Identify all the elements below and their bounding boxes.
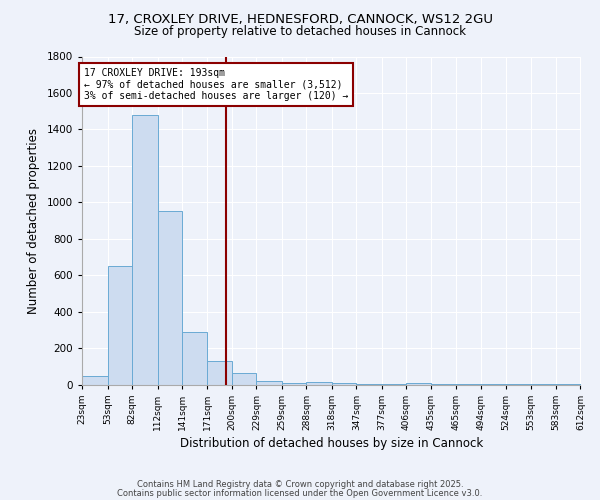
Bar (182, 332, 208, 384)
Bar (82, 376, 107, 384)
Bar (208, 361, 232, 384)
Text: 17 CROXLEY DRIVE: 193sqm
← 97% of detached houses are smaller (3,512)
3% of semi: 17 CROXLEY DRIVE: 193sqm ← 97% of detach… (84, 68, 348, 101)
Bar (307, 382, 332, 384)
Bar (158, 212, 182, 384)
Bar (256, 380, 282, 384)
Text: Contains public sector information licensed under the Open Government Licence v3: Contains public sector information licen… (118, 488, 482, 498)
Bar (132, 115, 158, 384)
X-axis label: Distribution of detached houses by size in Cannock: Distribution of detached houses by size … (180, 437, 483, 450)
Bar (282, 383, 307, 384)
Text: Size of property relative to detached houses in Cannock: Size of property relative to detached ho… (134, 25, 466, 38)
Bar (232, 373, 256, 384)
Bar (406, 383, 431, 384)
Text: 17, CROXLEY DRIVE, HEDNESFORD, CANNOCK, WS12 2GU: 17, CROXLEY DRIVE, HEDNESFORD, CANNOCK, … (107, 12, 493, 26)
Text: Contains HM Land Registry data © Crown copyright and database right 2025.: Contains HM Land Registry data © Crown c… (137, 480, 463, 489)
Bar (107, 266, 132, 384)
Y-axis label: Number of detached properties: Number of detached properties (27, 128, 40, 314)
Bar (332, 383, 356, 384)
